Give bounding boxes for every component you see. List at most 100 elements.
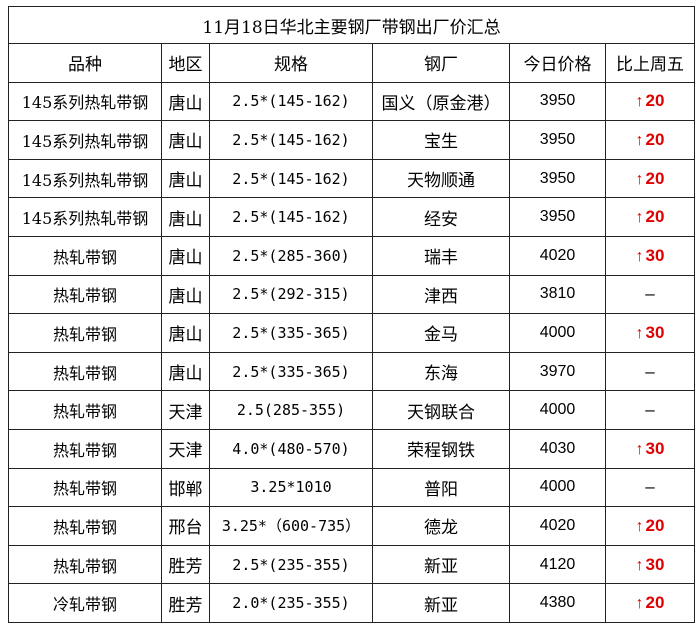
header-spec: 规格: [209, 43, 373, 83]
cell-region: 唐山: [161, 351, 210, 392]
cell-product: 热轧带钢: [8, 351, 162, 392]
cell-spec: 2.5*(145-162): [209, 197, 373, 237]
table-row: 热轧带钢 唐山 2.5*(335-365) 金马 4000 ↑ 30: [8, 313, 696, 353]
cell-product: 热轧带钢: [8, 235, 162, 276]
cell-spec: 2.5*(145-162): [209, 81, 373, 122]
cell-mill: 天钢联合: [372, 390, 510, 430]
change-value: 20: [645, 91, 665, 111]
table-row: 热轧带钢 唐山 2.5*(292-315) 津西 3810 –: [8, 274, 696, 315]
cell-spec: 2.5*(292-315): [209, 274, 373, 315]
change-value: –: [645, 361, 655, 381]
cell-product: 145系列热轧带钢: [8, 120, 162, 160]
cell-mill: 新亚: [372, 544, 510, 585]
cell-change: –: [604, 467, 696, 508]
cell-price: 3950: [509, 197, 606, 237]
table-row: 热轧带钢 邢台 3.25*（600-735） 德龙 4020 ↑ 20: [8, 506, 696, 546]
cell-spec: 2.5*(335-365): [209, 351, 373, 392]
change-value: 20: [645, 515, 665, 535]
change-value: –: [645, 477, 655, 497]
table-row: 145系列热轧带钢 唐山 2.5*(145-162) 天物顺通 3950 ↑ 20: [8, 158, 696, 199]
cell-price: 4000: [509, 390, 606, 430]
arrow-up-icon: ↑: [635, 517, 644, 535]
cell-spec: 4.0*(480-570): [209, 428, 373, 469]
cell-price: 4030: [509, 428, 606, 469]
cell-change: –: [604, 274, 696, 315]
cell-mill: 新亚: [372, 583, 510, 623]
cell-product: 热轧带钢: [8, 274, 162, 315]
cell-spec: 2.5*(145-162): [209, 158, 373, 199]
cell-price: 3950: [509, 120, 606, 160]
cell-price: 3950: [509, 81, 606, 122]
cell-region: 胜芳: [161, 583, 210, 623]
cell-price: 4020: [509, 235, 606, 276]
table-row: 热轧带钢 唐山 2.5*(335-365) 东海 3970 –: [8, 351, 696, 392]
cell-region: 唐山: [161, 197, 210, 237]
table-row: 145系列热轧带钢 唐山 2.5*(145-162) 经安 3950 ↑ 20: [8, 197, 696, 237]
table-title: 11月18日华北主要钢厂带钢出厂价汇总: [7, 6, 696, 44]
cell-region: 唐山: [161, 235, 210, 276]
cell-mill: 天物顺通: [372, 158, 510, 199]
arrow-up-icon: ↑: [635, 170, 644, 188]
header-change: 比上周五: [604, 43, 696, 83]
header-mill: 钢厂: [372, 43, 510, 83]
price-table-container: 11月18日华北主要钢厂带钢出厂价汇总 品种 地区 规格 钢厂 今日价格 比上周…: [7, 6, 696, 623]
arrow-up-icon: ↑: [635, 440, 644, 458]
cell-price: 4000: [509, 467, 606, 508]
cell-mill: 瑞丰: [372, 235, 510, 276]
cell-product: 热轧带钢: [8, 467, 162, 508]
change-value: 30: [645, 554, 665, 574]
arrow-up-icon: ↑: [635, 556, 644, 574]
cell-spec: 3.25*1010: [209, 467, 373, 508]
cell-change: ↑ 20: [604, 197, 696, 237]
change-value: –: [645, 400, 655, 420]
cell-price: 3950: [509, 158, 606, 199]
header-region: 地区: [161, 43, 210, 83]
cell-region: 天津: [161, 428, 210, 469]
table-row: 热轧带钢 胜芳 2.5*(235-355) 新亚 4120 ↑ 30: [8, 544, 696, 585]
cell-change: ↑ 20: [604, 158, 696, 199]
cell-change: ↑ 30: [604, 428, 696, 469]
cell-product: 热轧带钢: [8, 390, 162, 430]
header-row: 品种 地区 规格 钢厂 今日价格 比上周五: [8, 43, 696, 83]
cell-mill: 德龙: [372, 506, 510, 546]
cell-product: 145系列热轧带钢: [8, 81, 162, 122]
cell-region: 邢台: [161, 506, 210, 546]
cell-spec: 2.5*(285-360): [209, 235, 373, 276]
cell-product: 145系列热轧带钢: [8, 158, 162, 199]
cell-spec: 2.5*(235-355): [209, 544, 373, 585]
cell-region: 唐山: [161, 81, 210, 122]
table-row: 冷轧带钢 胜芳 2.0*(235-355) 新亚 4380 ↑ 20: [8, 583, 696, 623]
cell-change: ↑ 20: [604, 506, 696, 546]
cell-product: 热轧带钢: [8, 506, 162, 546]
cell-mill: 宝生: [372, 120, 510, 160]
cell-change: –: [604, 351, 696, 392]
cell-region: 胜芳: [161, 544, 210, 585]
title-row: 11月18日华北主要钢厂带钢出厂价汇总: [7, 6, 696, 44]
change-value: –: [645, 284, 655, 304]
cell-mill: 普阳: [372, 467, 510, 508]
cell-change: ↑ 20: [604, 120, 696, 160]
arrow-up-icon: ↑: [635, 131, 644, 149]
arrow-up-icon: ↑: [635, 247, 644, 265]
cell-change: –: [604, 390, 696, 430]
table-row: 热轧带钢 邯郸 3.25*1010 普阳 4000 –: [8, 467, 696, 508]
cell-product: 热轧带钢: [8, 313, 162, 353]
cell-price: 4380: [509, 583, 606, 623]
table-row: 145系列热轧带钢 唐山 2.5*(145-162) 宝生 3950 ↑ 20: [8, 120, 696, 160]
cell-change: ↑ 20: [604, 81, 696, 122]
cell-spec: 2.0*(235-355): [209, 583, 373, 623]
cell-price: 4120: [509, 544, 606, 585]
cell-spec: 2.5*(335-365): [209, 313, 373, 353]
cell-price: 3970: [509, 351, 606, 392]
cell-product: 145系列热轧带钢: [8, 197, 162, 237]
table-row: 热轧带钢 天津 4.0*(480-570) 荣程钢铁 4030 ↑ 30: [8, 428, 696, 469]
change-value: 20: [645, 207, 665, 227]
arrow-up-icon: ↑: [635, 595, 644, 613]
change-value: 20: [645, 593, 665, 613]
cell-product: 热轧带钢: [8, 544, 162, 585]
cell-product: 冷轧带钢: [8, 583, 162, 623]
cell-mill: 津西: [372, 274, 510, 315]
price-table: 11月18日华北主要钢厂带钢出厂价汇总 品种 地区 规格 钢厂 今日价格 比上周…: [7, 6, 696, 623]
table-row: 热轧带钢 唐山 2.5*(285-360) 瑞丰 4020 ↑ 30: [8, 235, 696, 276]
change-value: 20: [645, 168, 665, 188]
